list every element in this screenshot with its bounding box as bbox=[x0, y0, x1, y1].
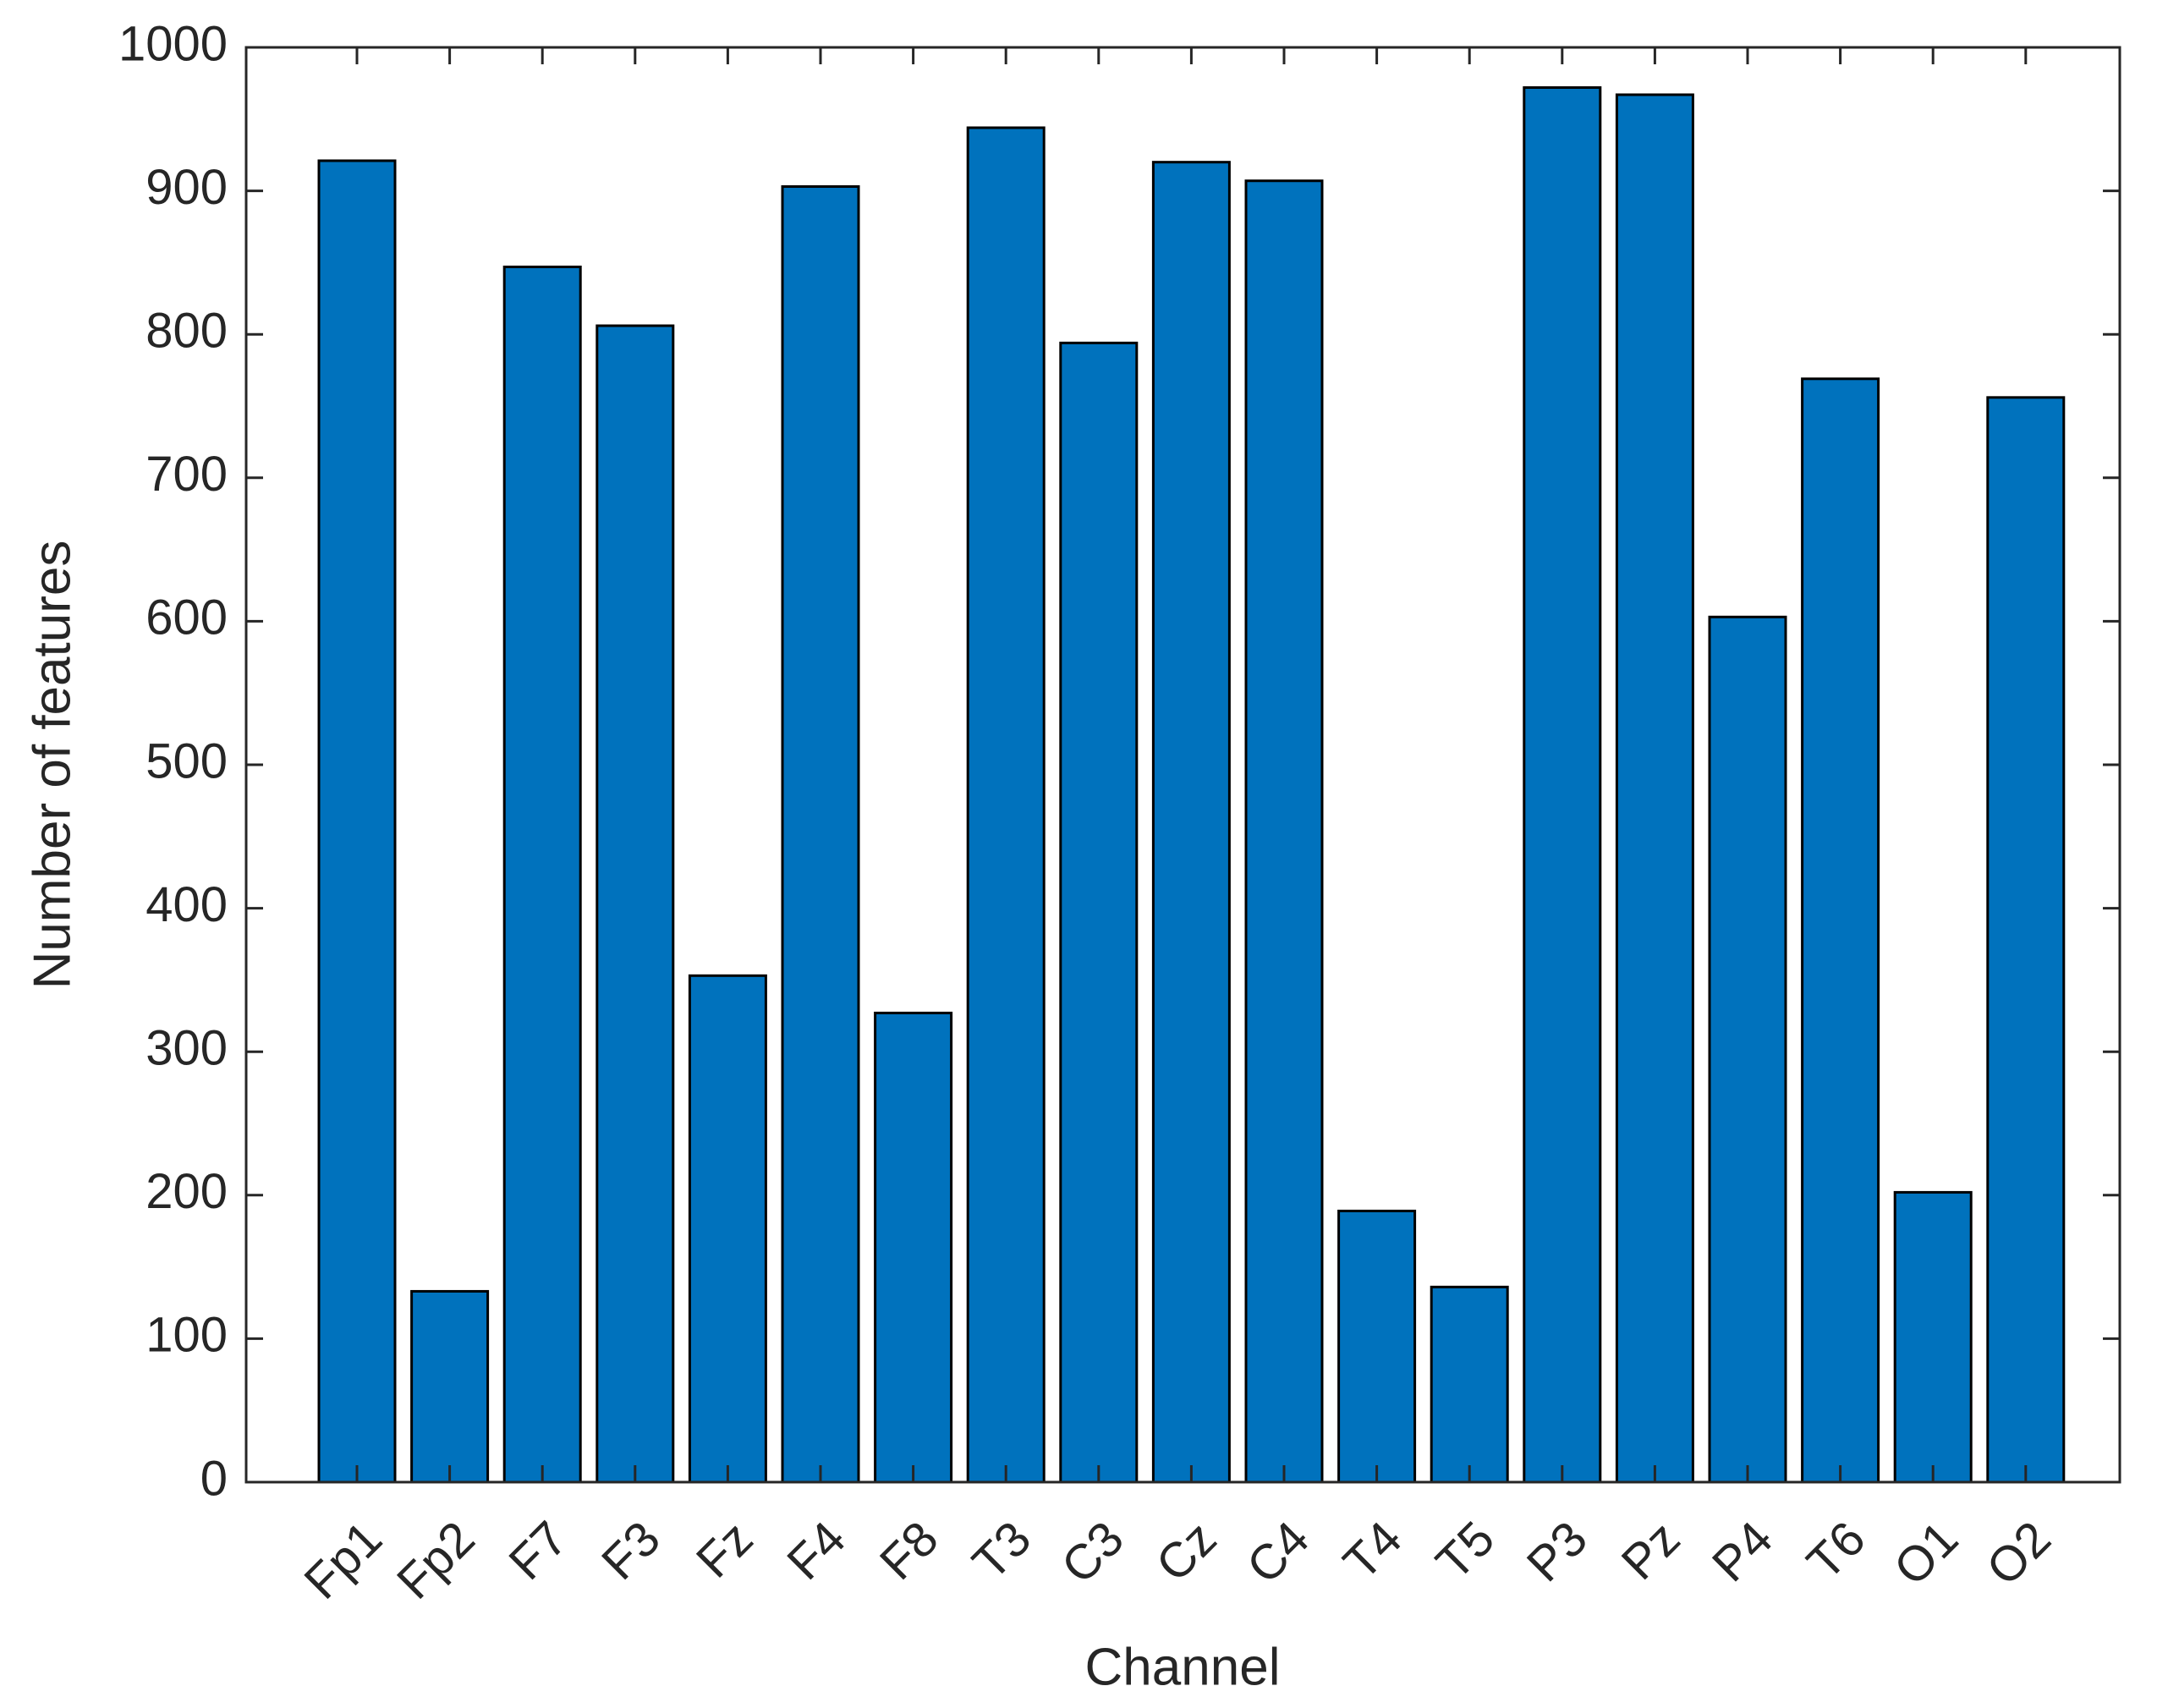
y-tick-label: 500 bbox=[145, 733, 228, 788]
x-tick-label: C4 bbox=[1237, 1511, 1320, 1594]
x-tick-label: F4 bbox=[777, 1511, 856, 1590]
y-tick-label: 100 bbox=[145, 1308, 228, 1363]
x-tick-label: P4 bbox=[1702, 1511, 1783, 1592]
y-tick-label: 800 bbox=[145, 304, 228, 359]
x-tick-label: Pz bbox=[1611, 1511, 1691, 1590]
y-tick-label: 400 bbox=[145, 877, 228, 932]
bar bbox=[1244, 179, 1324, 1484]
x-axis-label: Channel bbox=[1085, 1638, 1281, 1696]
bar bbox=[781, 185, 860, 1484]
x-tick-label: T5 bbox=[1425, 1511, 1505, 1590]
x-tick-label: O2 bbox=[1976, 1511, 2061, 1596]
bar bbox=[502, 265, 582, 1484]
x-tick-label: C3 bbox=[1051, 1511, 1133, 1594]
bar bbox=[1893, 1190, 1973, 1484]
x-tick-label: Cz bbox=[1145, 1511, 1227, 1592]
bar bbox=[410, 1289, 490, 1484]
bar bbox=[688, 974, 767, 1484]
x-tick-label: F8 bbox=[870, 1511, 949, 1590]
y-tick-label: 300 bbox=[145, 1021, 228, 1076]
x-tick-label: F7 bbox=[498, 1511, 578, 1590]
y-tick-label: 900 bbox=[145, 160, 228, 215]
bar bbox=[317, 159, 397, 1484]
y-tick-label: 600 bbox=[145, 590, 228, 645]
x-tick-label: P3 bbox=[1517, 1511, 1598, 1592]
x-tick-label: T4 bbox=[1333, 1511, 1413, 1590]
axes-box bbox=[244, 46, 2121, 1484]
bar bbox=[1801, 377, 1880, 1484]
bar bbox=[1337, 1209, 1417, 1484]
x-tick-label: Fp1 bbox=[294, 1511, 392, 1610]
bar bbox=[966, 126, 1046, 1484]
bar bbox=[1986, 396, 2066, 1484]
bar bbox=[1708, 615, 1787, 1484]
x-tick-label: T6 bbox=[1797, 1511, 1876, 1590]
y-tick-label: 700 bbox=[145, 447, 228, 502]
y-axis-label: Number of features bbox=[23, 541, 81, 990]
bar bbox=[874, 1011, 953, 1484]
y-tick-label: 0 bbox=[200, 1451, 228, 1506]
bar bbox=[1615, 93, 1694, 1484]
x-tick-label: O1 bbox=[1884, 1511, 1969, 1596]
y-tick-label: 1000 bbox=[118, 16, 228, 71]
bar bbox=[1523, 85, 1602, 1484]
bar bbox=[1430, 1285, 1509, 1484]
x-tick-label: Fz bbox=[686, 1511, 764, 1589]
x-tick-label: T3 bbox=[962, 1511, 1041, 1590]
bar bbox=[1151, 161, 1231, 1484]
x-tick-label: F3 bbox=[591, 1511, 671, 1590]
y-tick-label: 200 bbox=[145, 1164, 228, 1219]
bar bbox=[1059, 341, 1139, 1484]
bar bbox=[596, 324, 675, 1484]
x-tick-label: Fp2 bbox=[387, 1511, 486, 1610]
